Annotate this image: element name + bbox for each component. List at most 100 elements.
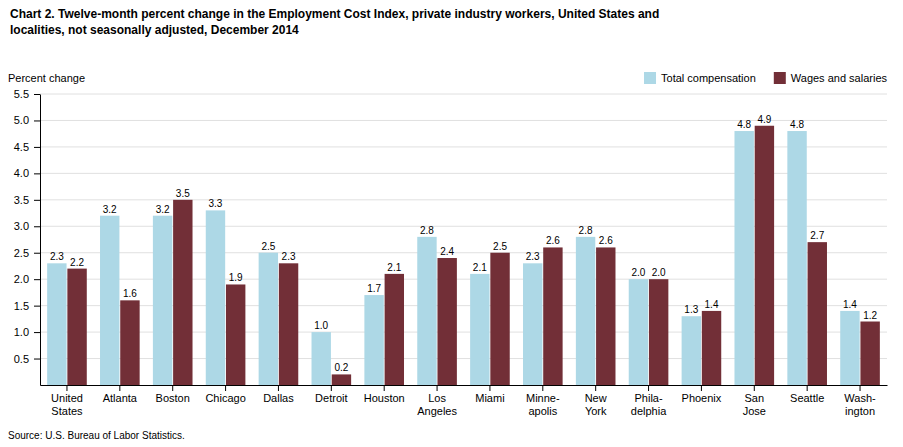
x-tick: LosAngeles [417,385,457,417]
x-tick: NewYork [585,385,607,417]
x-tick: Detroit [315,385,347,404]
bar [576,237,595,385]
legend-label: Wages and salaries [791,72,888,84]
x-tick-label: Minne-apolis [526,392,560,417]
plot-area: 0.51.01.52.02.53.03.54.04.55.05.5UnitedS… [14,88,888,417]
x-tick-label-line: Dallas [263,392,294,404]
x-tick: Atlanta [103,385,138,404]
y-tick-label: 2.0 [14,273,29,285]
data-label: 2.6 [546,235,560,246]
title-line: localities, not seasonally adjusted, Dec… [10,23,299,37]
bar [596,247,615,385]
y-tick: 4.0 [14,167,40,179]
bar [279,263,298,385]
bar [206,210,225,385]
x-tick-label: Dallas [263,392,294,404]
x-tick-label: Houston [364,392,405,404]
data-label: 1.4 [843,299,857,310]
bar-series [67,126,879,385]
y-tick: 5.0 [14,114,40,126]
x-tick-mark [807,385,808,391]
data-label: 2.3 [282,251,296,262]
x-tick-mark [595,385,596,391]
data-label: 1.6 [123,288,137,299]
y-tick-label: 5.5 [14,88,29,100]
data-label: 1.4 [705,299,719,310]
data-label: 3.3 [209,198,223,209]
x-tick-label: SanJose [743,392,766,417]
grid-line [40,94,887,95]
x-tick-label-line: Phoenix [682,392,722,404]
y-tick-label: 4.5 [14,141,29,153]
x-tick-mark [701,385,702,391]
x-tick-label-line: York [585,405,607,417]
x-tick-label-line: Minne- [526,392,560,404]
title: Chart 2. Twelve-month percent change in … [10,7,659,37]
x-tick-mark [225,385,226,391]
y-tick: 0.5 [14,353,40,365]
y-axis-label: Percent change [8,72,85,84]
x-tick-label: Phila-delphia [631,392,667,417]
x-tick-label-line: States [51,405,83,417]
x-tick: Minne-apolis [526,385,560,417]
data-label: 2.7 [810,230,824,241]
x-tick-label-line: Boston [156,392,190,404]
y-tick-mark [34,200,40,201]
y-tick-mark [34,359,40,360]
data-label: 2.1 [387,262,401,273]
y-tick: 1.0 [14,326,40,338]
x-tick-label-line: San [745,392,765,404]
y-tick: 5.5 [14,88,40,100]
y-tick: 2.0 [14,273,40,285]
y-tick-mark [34,173,40,174]
bar [682,316,701,385]
bar [543,247,562,385]
data-label: 1.0 [314,320,328,331]
bar-series [47,131,859,385]
y-tick-mark [34,120,40,121]
x-tick-label: Atlanta [103,392,138,404]
data-label: 2.1 [473,262,487,273]
y-tick: 3.0 [14,220,40,232]
bar [100,216,119,385]
bar [649,279,668,385]
bar [47,263,66,385]
x-tick-mark [437,385,438,391]
x-tick-label: Boston [156,392,190,404]
y-tick: 4.5 [14,141,40,153]
source-note: Source: U.S. Bureau of Labor Statistics. [8,430,185,441]
data-label: 4.8 [737,119,751,130]
y-tick-mark [34,332,40,333]
x-tick: Seattle [790,385,824,404]
legend-swatch [774,72,786,84]
title-line: Chart 2. Twelve-month percent change in … [10,7,659,21]
x-tick: Chicago [205,385,245,404]
data-label: 2.8 [420,225,434,236]
bar [173,200,192,385]
bar [787,131,806,385]
data-label: 2.5 [261,241,275,252]
y-axis-line [40,95,41,386]
data-label: 2.0 [631,267,645,278]
x-tick-mark [384,385,385,391]
legend: Total compensation Wages and salaries [644,72,887,84]
y-tick-label: 5.0 [14,114,29,126]
legend-label: Total compensation [661,72,756,84]
x-axis: UnitedStatesAtlantaBostonChicagoDallasDe… [41,385,888,417]
data-label: 1.7 [367,283,381,294]
y-tick: 1.5 [14,300,40,312]
data-label: 2.4 [440,246,454,257]
chart-svg: Chart 2. Twelve-month percent change in … [0,0,903,447]
bars [47,126,880,385]
x-tick-label-line: Detroit [315,392,347,404]
x-tick-mark [66,385,67,391]
y-tick-label: 1.5 [14,300,29,312]
bar [523,263,542,385]
x-tick-label-line: Phila- [634,392,662,404]
bar [385,274,404,385]
y-axis: 0.51.01.52.02.53.03.54.04.55.05.5 [14,88,41,385]
data-label: 4.8 [790,119,804,130]
data-label: 4.9 [757,114,771,125]
x-tick-label: LosAngeles [417,392,457,417]
x-tick-mark [754,385,755,391]
